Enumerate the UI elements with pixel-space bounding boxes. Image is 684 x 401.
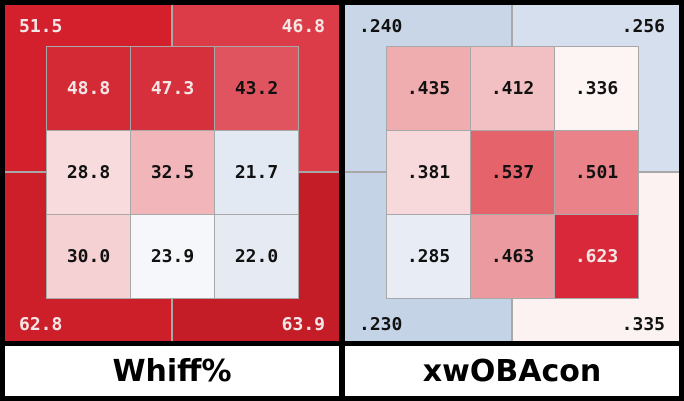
heatmap-cell: .463 [470,214,555,299]
heatmap-cell: 21.7 [214,130,299,215]
heatmap-cell: .537 [470,130,555,215]
heatmap-cell: .336 [554,46,639,131]
heatmap-cell: 47.3 [130,46,215,131]
heatmap-cell: 28.8 [46,130,131,215]
heatmap-cell: 23.9 [130,214,215,299]
xwobacon-title: xwOBAcon [345,346,679,396]
xwobacon-strike-zone: .240 .256 .230 .335 .435.412.336 .381.537.501… [345,5,679,341]
heatmap-cell: 22.0 [214,214,299,299]
heatmap-cell: .435 [386,46,471,131]
whiff-strike-zone: 51.5 46.8 62.8 63.9 48.8 47.3 43.2 28.8 32.5 21.7… [5,5,339,341]
whiff-heatmap-panel: 51.5 46.8 62.8 63.9 48.8 47.3 43.2 28.8 32.5 21.7… [5,5,339,396]
outer-zone-label: .256 [621,16,665,37]
heatmap-cell: .381 [386,130,471,215]
outer-zone-label: 63.9 [281,314,325,335]
heatmap-cell: 48.8 [46,46,131,131]
heatmap-cell: .623 [554,214,639,299]
heatmap-cell: .285 [386,214,471,299]
outer-zone-label: 46.8 [281,16,325,37]
outer-zone-label: .230 [359,314,403,335]
xwobacon-heatmap-panel: .240 .256 .230 .335 .435.412.336 .381.537.501… [345,5,679,396]
outer-zone-label: .240 [359,16,403,37]
heatmap-cell: .501 [554,130,639,215]
heatmap-cell: 43.2 [214,46,299,131]
outer-zone-label: 62.8 [19,314,63,335]
whiff-title: Whiff% [5,346,339,396]
outer-zone-label: 51.5 [19,16,63,37]
heatmap-cell: 30.0 [46,214,131,299]
heatmap-cell: 32.5 [130,130,215,215]
outer-zone-label: .335 [621,314,665,335]
heatmap-cell: .412 [470,46,555,131]
